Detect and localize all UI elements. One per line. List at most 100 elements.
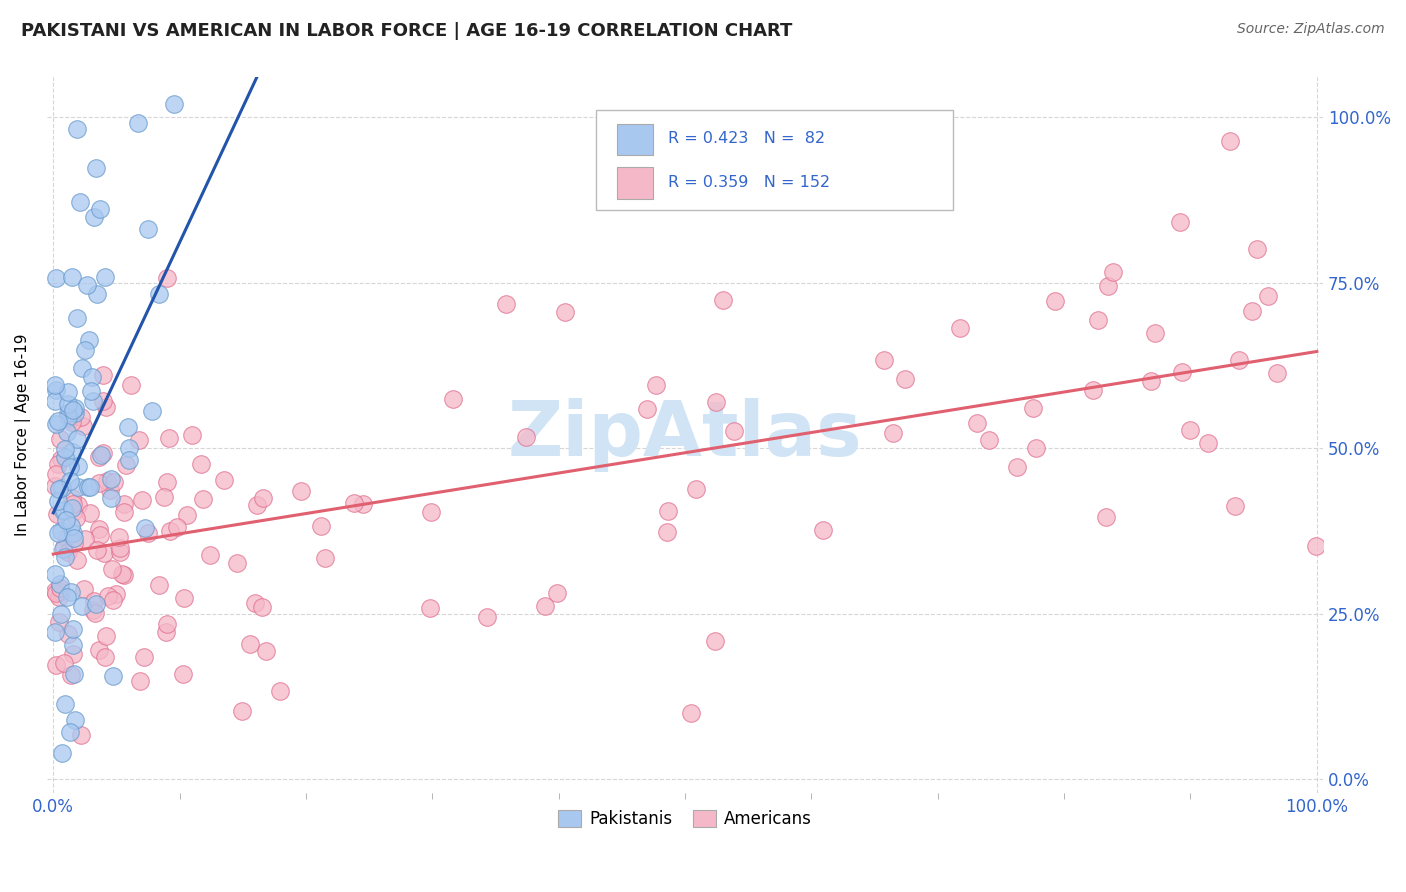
FancyBboxPatch shape (596, 110, 953, 210)
Point (254, 644, 277, 658)
Bar (617, 168, 654, 199)
Point (58, 406, 80, 420)
Point (83, 211, 105, 225)
Point (63, 535, 86, 549)
Point (1140, 374, 1163, 388)
Point (882, 425, 904, 440)
Point (441, 392, 464, 406)
Point (100, 561, 122, 575)
Point (112, 504, 135, 518)
Point (127, 116, 149, 130)
Point (419, 600, 441, 615)
Point (1257, 289, 1279, 303)
Point (108, 541, 131, 556)
Point (67, 459, 90, 474)
Point (873, 353, 896, 368)
Point (62, 622, 84, 636)
Point (82, 394, 104, 409)
Point (96, 401, 118, 415)
Point (554, 305, 576, 319)
Point (131, 492, 153, 507)
Point (112, 568, 135, 582)
Point (112, 497, 135, 511)
Point (1246, 242, 1268, 256)
Point (1305, 539, 1327, 553)
Point (97, 590, 120, 604)
Point (250, 600, 273, 615)
Point (309, 519, 332, 533)
Point (59, 724, 82, 739)
Point (69, 194, 91, 209)
Point (80, 384, 103, 398)
Point (1102, 265, 1125, 279)
Point (252, 491, 274, 506)
Point (290, 483, 312, 498)
Point (134, 521, 156, 535)
Point (1227, 353, 1250, 368)
Point (70, 728, 93, 742)
Point (53, 550, 76, 565)
Point (48, 615, 70, 629)
Point (93, 368, 115, 383)
Point (48, 482, 70, 496)
Point (1007, 460, 1029, 475)
Point (70, 410, 93, 425)
Point (89, 528, 111, 542)
Text: PAKISTANI VS AMERICAN IN LABOR FORCE | AGE 16-19 CORRELATION CHART: PAKISTANI VS AMERICAN IN LABOR FORCE | A… (21, 22, 793, 40)
Legend: Pakistanis, Americans: Pakistanis, Americans (551, 803, 818, 834)
Point (60, 501, 83, 516)
Point (62, 505, 84, 519)
Point (108, 545, 131, 559)
Point (44, 624, 66, 639)
Point (63, 531, 86, 545)
Point (190, 458, 212, 472)
Point (55, 512, 77, 526)
Point (46, 525, 69, 540)
Point (245, 596, 267, 610)
Point (93, 446, 115, 460)
Point (53, 450, 76, 464)
Point (59, 460, 82, 475)
Point (62, 639, 84, 653)
Bar (617, 124, 654, 155)
Point (711, 293, 734, 307)
Point (419, 505, 441, 519)
Point (495, 297, 517, 311)
Point (77, 480, 100, 494)
Point (65, 406, 87, 420)
Point (225, 556, 247, 570)
Point (70, 599, 93, 614)
Point (46, 414, 69, 428)
Point (87, 450, 110, 464)
Point (1094, 510, 1116, 524)
Point (79, 507, 101, 521)
Point (87, 642, 110, 657)
Point (62, 667, 84, 681)
Point (51, 584, 73, 599)
Point (894, 371, 917, 385)
Point (966, 416, 988, 430)
Point (49, 582, 72, 596)
Point (49, 524, 72, 538)
Point (193, 492, 215, 507)
Point (153, 490, 176, 504)
Point (813, 524, 835, 538)
Point (66, 480, 89, 494)
Point (89, 475, 111, 490)
Point (83, 593, 105, 607)
Point (172, 667, 194, 681)
Point (949, 321, 972, 335)
Point (94, 650, 117, 665)
Point (546, 586, 568, 600)
Point (45, 417, 67, 432)
Point (1083, 383, 1105, 397)
Point (657, 504, 679, 518)
Point (1022, 401, 1045, 416)
Point (475, 609, 498, 624)
Point (120, 378, 142, 392)
Point (52, 542, 75, 557)
Point (200, 548, 222, 562)
Point (181, 428, 204, 442)
Point (87, 522, 110, 536)
Point (58, 544, 80, 558)
